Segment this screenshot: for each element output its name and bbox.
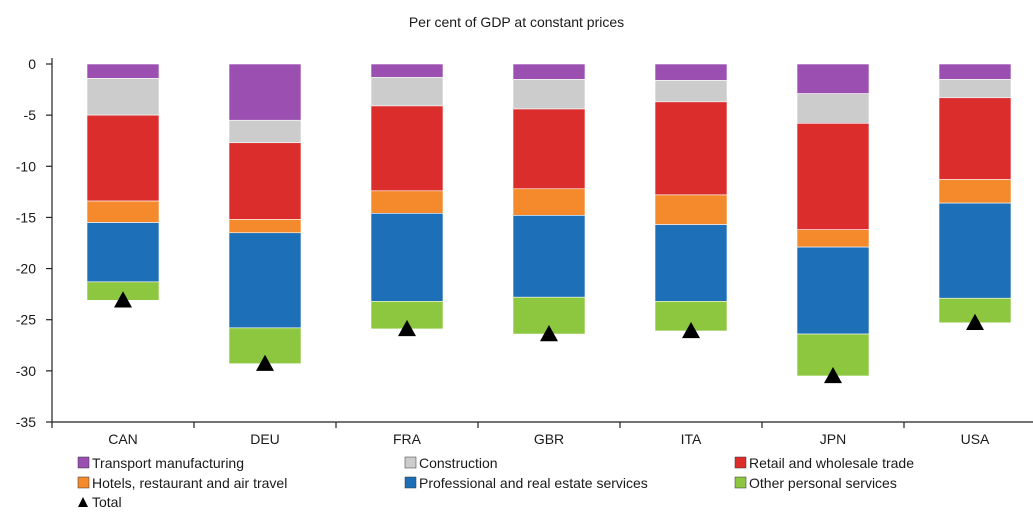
bar-segment [512,215,586,298]
x-tick-label-can: CAN [108,431,138,447]
bar-segment [228,232,302,329]
bar-segment [796,229,870,248]
bar-segment [86,114,160,202]
legend-swatch [77,476,90,489]
total-marker [256,354,274,371]
total-marker [966,313,984,330]
x-tick-label-ita: ITA [681,431,702,447]
legend-label: Construction [419,455,498,471]
bar-segment [654,224,728,302]
bar-segment [370,63,444,78]
bar-segment [86,78,160,116]
bar-segment [796,63,870,94]
y-tick-label: -10 [16,158,36,174]
bar-segment [796,246,870,335]
total-marker [682,321,700,339]
legend-swatch [734,456,747,469]
bar-segment [228,142,302,220]
legend-swatch [404,456,417,469]
x-tick-label-gbr: GBR [534,431,564,447]
bar-segment [512,108,586,190]
y-tick-label: -15 [16,209,36,225]
bar-segment [796,123,870,231]
bar-segment [512,188,586,216]
bar-segment [228,119,302,144]
total-marker [824,366,842,384]
x-tick-label-deu: DEU [250,431,280,447]
legend-label: Retail and wholesale trade [749,455,914,471]
bar-segment [370,105,444,192]
bar-segment [370,213,444,302]
total-marker [540,325,558,342]
legend-label: Total [92,494,122,510]
x-tick-label-jpn: JPN [820,431,846,447]
legend-swatch [77,456,90,469]
bar-segment [228,63,302,121]
bar-segment [228,219,302,234]
y-tick-label: -25 [16,312,36,328]
legend-marker-total [78,497,88,507]
bar-segment [370,190,444,214]
bar-segment [654,63,728,81]
legend-swatch [404,476,417,489]
bar-segment [86,200,160,223]
bar-segment [796,93,870,124]
y-tick-label: -30 [16,363,36,379]
legend-label: Other personal services [749,475,897,491]
bar-segment [938,97,1012,180]
bar-segment [938,63,1012,80]
legend-swatch [734,476,747,489]
y-tick-label: 0 [28,56,36,72]
bar-segment [938,202,1012,299]
bar-segment [938,79,1012,99]
chart-title: Per cent of GDP at constant prices [408,14,625,30]
y-tick-label: -20 [16,261,36,277]
bar-segment [654,101,728,196]
x-tick-label-fra: FRA [393,431,422,447]
bar-segment [86,222,160,283]
legend-label: Hotels, restaurant and air travel [92,475,287,491]
legend-label: Professional and real estate services [419,475,648,491]
bar-segment [86,63,160,79]
total-marker [398,319,416,337]
bar-segment [654,194,728,225]
bar-segment [512,63,586,80]
bar-segment [938,179,1012,204]
bar-segment [654,80,728,103]
x-tick-label-usa: USA [961,431,990,447]
bar-segment [512,79,586,110]
total-marker [114,291,132,308]
bar-segment [370,76,444,107]
y-tick-label: -5 [24,107,37,123]
y-tick-label: -35 [16,414,36,430]
legend-label: Transport manufacturing [92,455,244,471]
